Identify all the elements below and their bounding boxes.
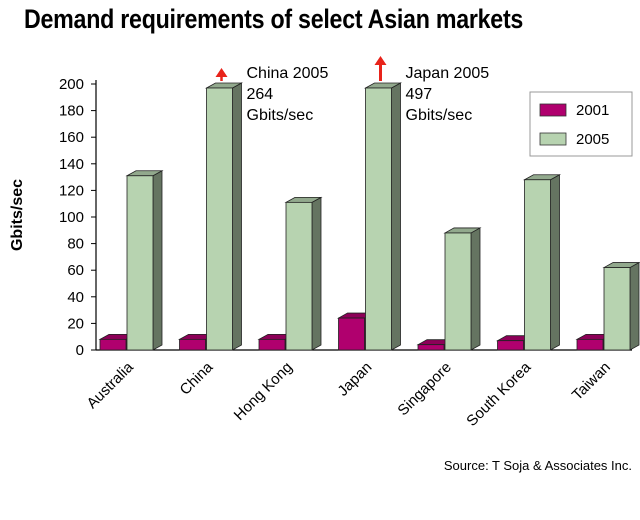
y-tick-label-80: 80 bbox=[67, 236, 84, 253]
bar-front bbox=[258, 338, 286, 351]
bar-front bbox=[365, 87, 392, 351]
category-label-japan: Japan bbox=[334, 359, 375, 400]
annotation-china: China 2005 264 Gbits/sec bbox=[215, 65, 329, 124]
y-tick-label-160: 160 bbox=[59, 129, 84, 146]
bar-front bbox=[99, 338, 127, 351]
bar-side bbox=[232, 82, 242, 351]
bar-side bbox=[152, 170, 163, 351]
annotation-line-2: 497 bbox=[406, 86, 433, 103]
y-tick-label-200: 200 bbox=[59, 76, 84, 93]
y-tick-label-60: 60 bbox=[67, 262, 84, 279]
bar-2005-china bbox=[204, 82, 244, 351]
legend-label-2005: 2005 bbox=[576, 131, 609, 148]
category-label-singapore: Singapore bbox=[394, 359, 454, 419]
annotation-arrow-head bbox=[374, 56, 387, 65]
bar-front bbox=[206, 87, 233, 351]
category-labels: Australia China Hong Kong Japan Singapore Sou… bbox=[84, 358, 614, 429]
annotation-line-1: Japan 2005 bbox=[406, 65, 490, 82]
y-tick-label-40: 40 bbox=[67, 289, 84, 306]
bar-2005-hong-kong bbox=[284, 196, 323, 351]
bar-front bbox=[497, 340, 524, 351]
bar-front bbox=[338, 317, 365, 351]
bars bbox=[98, 82, 640, 351]
y-tick-label-20: 20 bbox=[67, 315, 84, 332]
bar-front bbox=[126, 175, 154, 351]
annotations: China 2005 264 Gbits/sec Japan 2005 497 Gbits… bbox=[215, 56, 490, 124]
bar-side bbox=[311, 196, 322, 351]
y-tick-label-120: 120 bbox=[59, 182, 84, 199]
bar-side bbox=[629, 261, 640, 351]
legend-swatch-2001 bbox=[539, 103, 567, 117]
category-label-australia: Australia bbox=[84, 358, 138, 412]
bar-front bbox=[576, 338, 604, 351]
bar-2005-japan bbox=[363, 82, 403, 351]
annotation-japan: Japan 2005 497 Gbits/sec bbox=[374, 56, 490, 124]
legend: 2001 2005 bbox=[529, 91, 633, 157]
category-label-china: China bbox=[177, 358, 217, 398]
y-tick-label-0: 0 bbox=[76, 342, 84, 359]
bar-front bbox=[179, 338, 206, 351]
annotation-line-1: China 2005 bbox=[247, 65, 329, 82]
bar-front bbox=[603, 267, 631, 351]
legend-swatch-2005 bbox=[539, 132, 567, 146]
bar-front bbox=[444, 232, 472, 351]
bar-front bbox=[524, 179, 551, 351]
y-axis-label: Gbits/sec bbox=[9, 179, 26, 251]
bar-2005-taiwan bbox=[602, 261, 640, 351]
category-label-taiwan: Taiwan bbox=[569, 359, 614, 404]
bar-front bbox=[417, 344, 445, 351]
legend-label-2001: 2001 bbox=[576, 102, 609, 119]
y-tick-label-100: 100 bbox=[59, 209, 84, 226]
chart-title: Demand requirements of select Asian mark… bbox=[24, 4, 524, 34]
bar-2005-south-korea bbox=[522, 174, 562, 351]
bar-2005-singapore bbox=[443, 227, 482, 351]
bar-side bbox=[470, 227, 481, 351]
bar-side bbox=[550, 174, 560, 351]
source-note: Source: T Soja & Associates Inc. bbox=[443, 458, 632, 473]
y-tick-label-180: 180 bbox=[59, 103, 84, 120]
annotation-line-3: Gbits/sec bbox=[406, 107, 473, 124]
annotation-line-2: 264 bbox=[247, 86, 274, 103]
bar-side bbox=[391, 82, 401, 351]
annotation-arrow-head bbox=[215, 68, 228, 77]
y-tick-label-140: 140 bbox=[59, 156, 84, 173]
bar-2005-australia bbox=[125, 170, 164, 351]
annotation-line-3: Gbits/sec bbox=[247, 107, 314, 124]
category-label-south-korea: South Korea bbox=[463, 358, 534, 429]
bar-front bbox=[285, 201, 313, 351]
category-label-hong-kong: Hong Kong bbox=[231, 359, 296, 424]
